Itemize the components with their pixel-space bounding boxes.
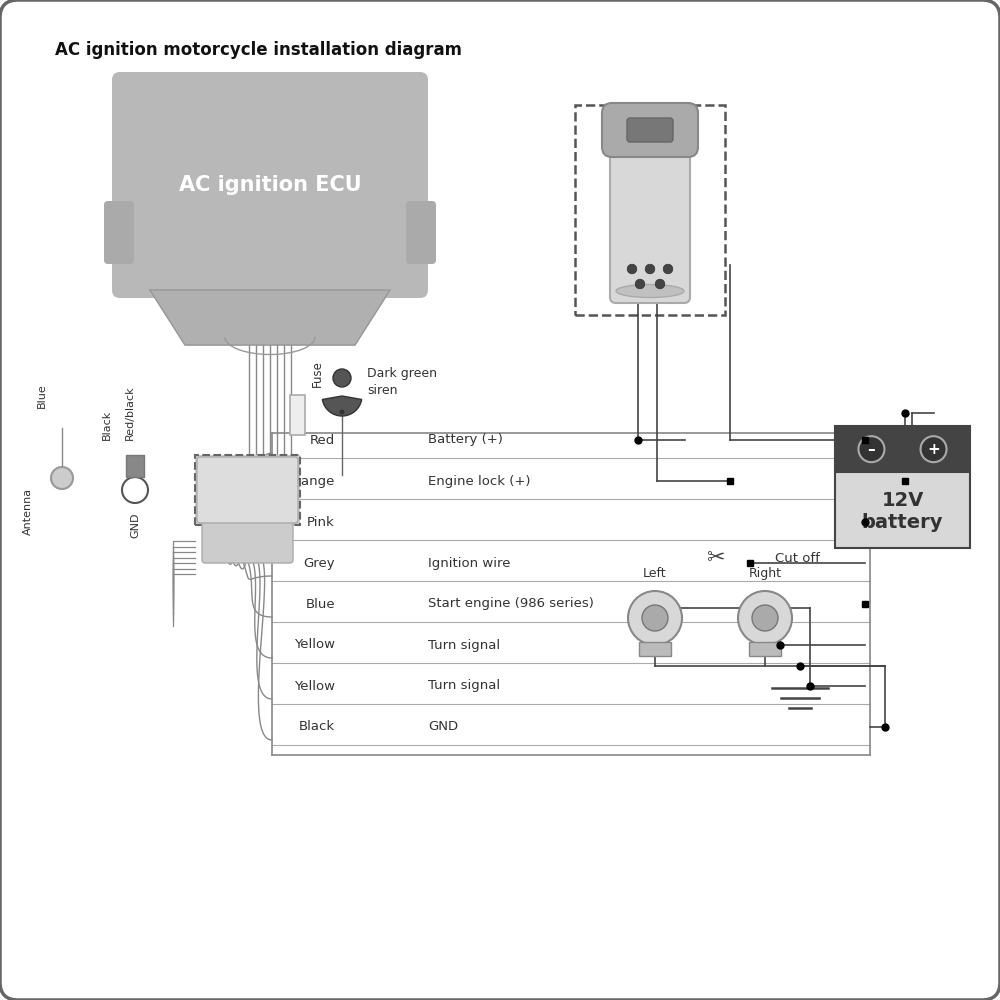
FancyBboxPatch shape <box>610 141 690 303</box>
Ellipse shape <box>51 467 73 489</box>
Text: Dark green
siren: Dark green siren <box>367 367 437 396</box>
Ellipse shape <box>616 285 684 298</box>
FancyBboxPatch shape <box>202 519 293 563</box>
Bar <box>195 455 300 525</box>
Text: GND: GND <box>428 720 458 733</box>
Circle shape <box>635 279 645 289</box>
Text: Blue: Blue <box>37 383 47 408</box>
FancyBboxPatch shape <box>406 201 436 264</box>
FancyBboxPatch shape <box>104 201 134 264</box>
Text: GND: GND <box>130 512 140 538</box>
Bar <box>749 642 781 656</box>
Wedge shape <box>322 396 362 416</box>
Text: Yellow: Yellow <box>294 639 335 652</box>
Bar <box>835 426 970 472</box>
Text: Black: Black <box>102 410 112 440</box>
Bar <box>126 455 144 477</box>
Text: Turn signal: Turn signal <box>428 680 500 692</box>
Text: Blue: Blue <box>305 597 335 610</box>
Circle shape <box>645 264 655 274</box>
Text: Ignition wire: Ignition wire <box>428 556 511 570</box>
Text: Black: Black <box>299 720 335 733</box>
Circle shape <box>628 591 682 645</box>
Circle shape <box>738 591 792 645</box>
Circle shape <box>340 410 344 414</box>
Bar <box>639 642 671 656</box>
Text: Yellow: Yellow <box>294 680 335 692</box>
Circle shape <box>663 264 673 274</box>
Text: Right: Right <box>748 567 782 580</box>
Text: Fuse: Fuse <box>311 360 324 387</box>
Text: AC ignition motorcycle installation diagram: AC ignition motorcycle installation diag… <box>55 41 462 59</box>
Text: Left: Left <box>643 567 667 580</box>
Text: Pink: Pink <box>307 516 335 528</box>
Circle shape <box>122 477 148 503</box>
Text: –: – <box>868 442 875 457</box>
Text: Antenna: Antenna <box>23 488 33 535</box>
Text: Red: Red <box>310 434 335 446</box>
Polygon shape <box>150 290 390 345</box>
FancyBboxPatch shape <box>602 103 698 157</box>
Text: ✂: ✂ <box>706 548 724 568</box>
Text: Grey: Grey <box>303 556 335 570</box>
FancyBboxPatch shape <box>627 118 673 142</box>
Text: Battery (+): Battery (+) <box>428 434 503 446</box>
Text: +: + <box>927 442 940 457</box>
Text: Engine lock (+): Engine lock (+) <box>428 475 530 488</box>
Text: Red/black: Red/black <box>125 385 135 440</box>
Circle shape <box>655 279 665 289</box>
Bar <box>835 472 970 548</box>
Circle shape <box>627 264 637 274</box>
Circle shape <box>858 436 884 462</box>
Circle shape <box>752 605 778 631</box>
Bar <box>290 395 304 435</box>
Circle shape <box>333 369 351 387</box>
FancyBboxPatch shape <box>112 72 428 298</box>
Text: Orange: Orange <box>286 475 335 488</box>
Bar <box>575 105 725 315</box>
Circle shape <box>921 436 947 462</box>
Text: Cut off: Cut off <box>775 552 820 565</box>
Text: Start engine (986 series): Start engine (986 series) <box>428 597 594 610</box>
Text: 12V
battery: 12V battery <box>862 491 943 532</box>
Text: AC ignition ECU: AC ignition ECU <box>179 175 361 195</box>
Circle shape <box>642 605 668 631</box>
FancyBboxPatch shape <box>197 457 298 523</box>
Text: Turn signal: Turn signal <box>428 639 500 652</box>
